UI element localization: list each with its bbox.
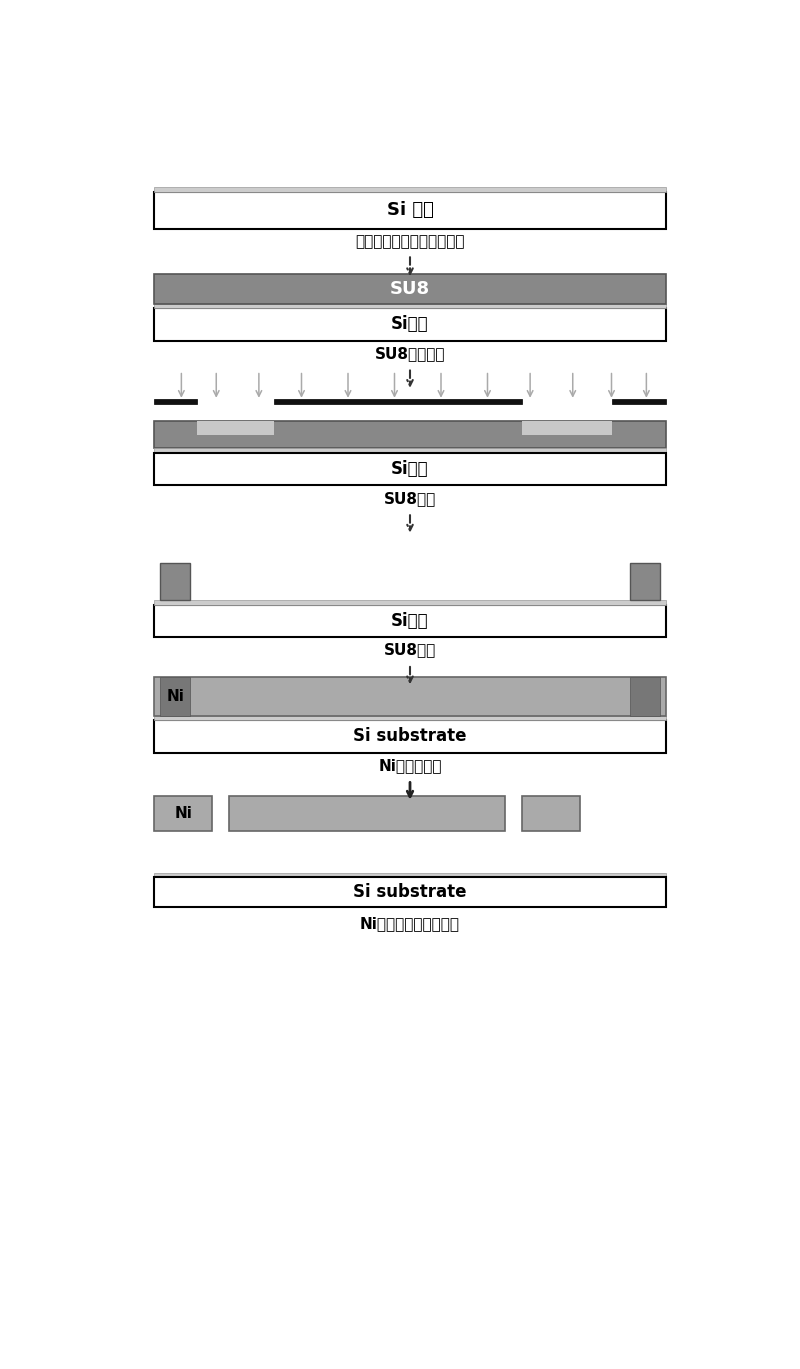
Bar — [161, 678, 190, 716]
Text: Si基板: Si基板 — [391, 612, 429, 630]
Bar — [154, 720, 666, 753]
Bar — [197, 420, 274, 434]
Bar — [154, 420, 666, 449]
Bar — [154, 186, 666, 192]
Bar — [154, 797, 212, 831]
Text: Si substrate: Si substrate — [354, 727, 466, 745]
Bar — [522, 420, 611, 434]
Bar — [154, 873, 666, 878]
Bar — [154, 716, 666, 720]
Bar — [630, 563, 659, 600]
Bar — [154, 304, 666, 308]
Text: SU8旋转涂胶: SU8旋转涂胶 — [374, 346, 446, 361]
Bar — [154, 192, 666, 229]
Bar — [154, 600, 666, 605]
Bar — [611, 400, 666, 404]
Bar — [230, 797, 505, 831]
Text: Si基板: Si基板 — [391, 315, 429, 334]
Bar — [522, 797, 580, 831]
Text: Ni: Ni — [174, 806, 192, 821]
Bar — [274, 400, 522, 404]
Text: Si substrate: Si substrate — [354, 883, 466, 901]
Text: SU8显影: SU8显影 — [384, 642, 436, 657]
Bar — [154, 605, 666, 637]
Bar — [154, 274, 666, 304]
Bar — [154, 453, 666, 486]
Text: SU8: SU8 — [390, 281, 430, 298]
Bar — [154, 449, 666, 453]
Text: Si 基板: Si 基板 — [386, 201, 434, 219]
Bar — [630, 678, 659, 716]
Text: SU8曝光: SU8曝光 — [384, 491, 436, 507]
Bar — [154, 400, 197, 404]
Bar — [161, 563, 190, 600]
Bar — [154, 678, 666, 716]
Text: Ni: Ni — [167, 689, 185, 704]
Text: Si基板: Si基板 — [391, 460, 429, 478]
Bar — [154, 878, 666, 906]
Text: Ni电化学沉积: Ni电化学沉积 — [378, 758, 442, 773]
Bar — [154, 308, 666, 341]
Text: 在基板上沉积一层导电材料: 在基板上沉积一层导电材料 — [355, 234, 465, 249]
Text: Ni蔭镀掩膜从基板分离: Ni蔭镀掩膜从基板分离 — [360, 916, 460, 931]
